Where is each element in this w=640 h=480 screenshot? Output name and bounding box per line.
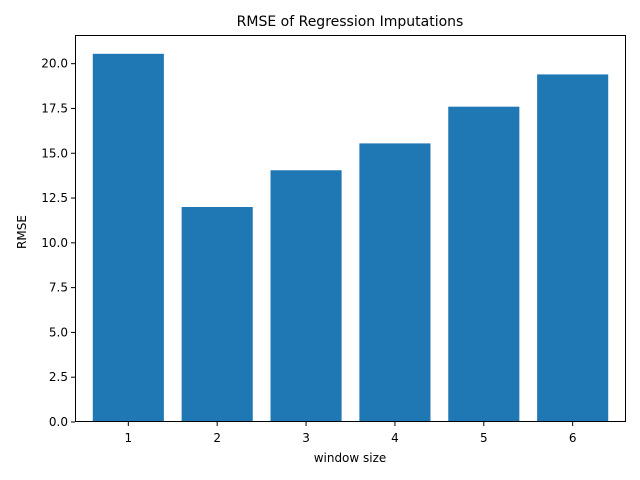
y-tick-label: 10.0: [41, 236, 68, 250]
y-axis-label: RMSE: [15, 215, 29, 249]
x-axis: 1 2 3 4 5 6: [125, 422, 577, 445]
y-tick-label: 12.5: [41, 191, 68, 205]
plot-frame: [75, 35, 626, 422]
y-tick-label: 7.5: [49, 281, 68, 295]
x-axis-label: window size: [314, 451, 387, 465]
x-tick-label: 4: [391, 431, 399, 445]
bar-2: [181, 207, 253, 422]
bar-3: [270, 170, 342, 422]
y-tick-label: 20.0: [41, 57, 68, 71]
x-tick-label: 5: [480, 431, 488, 445]
x-tick-label: 1: [125, 431, 133, 445]
y-tick-label: 5.0: [49, 325, 68, 339]
x-tick-label: 6: [569, 431, 577, 445]
x-tick-label: 2: [213, 431, 221, 445]
bar-6: [537, 74, 609, 423]
y-axis: 0.0 2.5 5.0 7.5 10.0 12.5 15.0 17.5 20.0: [41, 57, 75, 429]
bar-4: [359, 143, 431, 423]
x-tick-label: 3: [302, 431, 310, 445]
y-tick-label: 2.5: [49, 370, 68, 384]
bar-5: [448, 106, 520, 423]
y-tick-label: 17.5: [41, 101, 68, 115]
bar-1: [92, 53, 164, 422]
y-tick-label: 0.0: [49, 415, 68, 429]
bars-group: [92, 53, 609, 423]
chart-title: RMSE of Regression Imputations: [237, 14, 464, 30]
y-tick-label: 15.0: [41, 146, 68, 160]
